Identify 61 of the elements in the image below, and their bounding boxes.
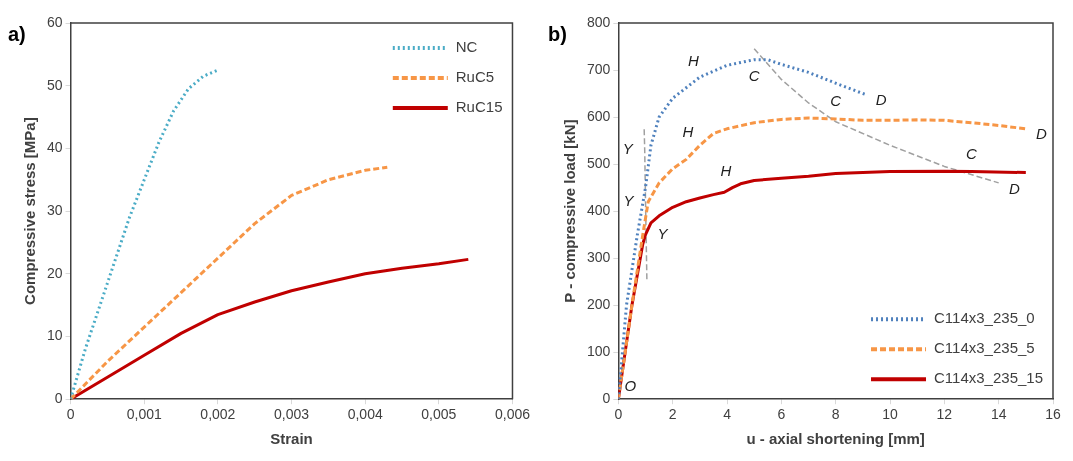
legend-label: C114x3_235_5 — [934, 339, 1035, 357]
annotation: D — [1036, 125, 1048, 143]
y-tick-label: 800 — [587, 13, 611, 30]
x-tick-label: 16 — [1045, 406, 1061, 423]
x-tick-label: 0,002 — [200, 406, 236, 423]
x-tick-label: 0,001 — [126, 406, 162, 423]
x-tick-label: 0,005 — [421, 406, 457, 423]
line-series — [618, 58, 868, 400]
y-tick-label: 300 — [587, 248, 611, 265]
legend-label: RuC5 — [455, 68, 495, 86]
y-tick-label: 10 — [46, 327, 63, 344]
x-axis-title: Strain — [270, 430, 313, 448]
y-tick-label: 50 — [46, 76, 63, 93]
y-tick-label: 500 — [587, 154, 611, 171]
x-tick-label: 0,003 — [274, 406, 310, 423]
y-tick-label: 100 — [587, 343, 611, 360]
x-tick-label: 4 — [723, 406, 732, 423]
y-tick-label: 0 — [602, 390, 611, 407]
x-tick-label: 0,006 — [494, 406, 531, 423]
annotation: Y — [657, 224, 669, 242]
y-tick-label: 200 — [587, 296, 611, 313]
y-tick-label: 700 — [587, 60, 611, 77]
x-tick-label: 6 — [777, 406, 786, 423]
line-series — [70, 165, 389, 400]
x-tick-label: 8 — [831, 406, 840, 423]
annotation: C — [966, 144, 978, 162]
y-tick-label: 0 — [54, 390, 63, 407]
annotation: Y — [623, 191, 635, 209]
annotation: Y — [622, 140, 634, 158]
x-axis-title: u - axial shortening [mm] — [746, 430, 925, 448]
annotation: H — [720, 162, 732, 180]
x-tick-label: 0,004 — [347, 406, 383, 423]
x-tick-label: 0 — [614, 406, 623, 423]
y-tick-label: 600 — [587, 107, 611, 124]
annotation: H — [687, 51, 699, 69]
legend-label: NC — [455, 38, 478, 56]
chart-title: a) — [8, 23, 26, 46]
annotation: O — [624, 377, 637, 395]
legend-label: RuC15 — [455, 98, 503, 116]
annotation: H — [682, 123, 694, 141]
y-tick-label: 30 — [46, 201, 63, 218]
x-tick-label: 12 — [936, 406, 953, 423]
annotation: C — [830, 92, 842, 110]
annotation: D — [875, 91, 887, 109]
y-tick-label: 400 — [587, 201, 611, 218]
legend-label: C114x3_235_15 — [934, 369, 1043, 387]
x-tick-label: 10 — [882, 406, 899, 423]
legend-label: C114x3_235_0 — [934, 309, 1035, 327]
x-tick-label: 14 — [990, 406, 1007, 423]
chart-title: b) — [548, 23, 567, 46]
y-tick-label: 60 — [46, 13, 63, 30]
x-tick-label: 0 — [66, 406, 75, 423]
y-tick-label: 20 — [46, 264, 63, 281]
y-axis-title: P - compressive load [kN] — [561, 119, 579, 303]
annotation: D — [1008, 179, 1020, 197]
x-tick-label: 2 — [668, 406, 677, 423]
line-series — [643, 128, 648, 281]
line-series — [70, 68, 220, 400]
y-tick-label: 40 — [46, 139, 63, 156]
annotation: C — [748, 66, 760, 84]
y-axis-title: Compressive stress [MPa] — [21, 117, 39, 305]
